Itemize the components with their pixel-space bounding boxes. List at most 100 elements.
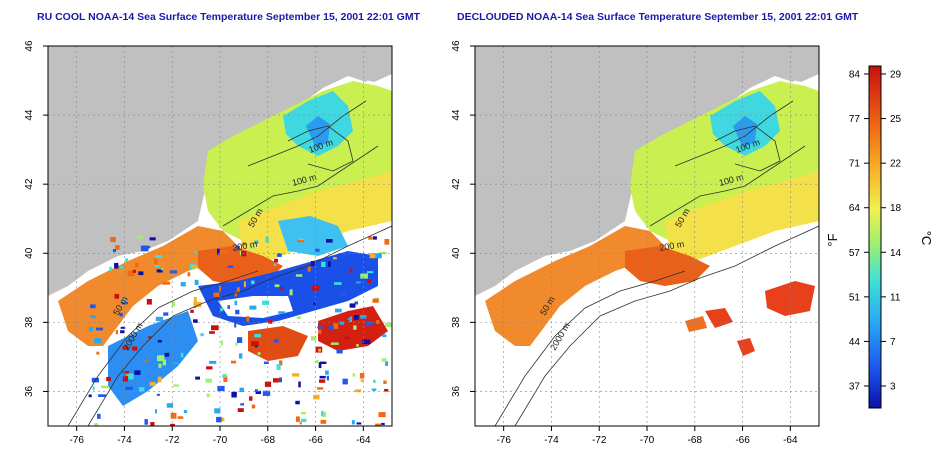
sst-coldest-gulf — [306, 116, 330, 148]
cloud-speckle — [200, 333, 204, 337]
cloud-speckle — [166, 403, 174, 408]
cloud-speckle — [384, 389, 389, 392]
cloud-speckle — [246, 316, 250, 322]
colorbar-f-label: 57 — [849, 248, 861, 259]
cloud-speckle — [234, 300, 238, 306]
sst-cloud-patch — [108, 311, 198, 406]
sst-warm-eddy — [765, 281, 815, 316]
cloud-speckle — [371, 388, 377, 391]
cloud-speckle — [235, 309, 240, 315]
cloud-speckle — [193, 301, 202, 308]
bathymetry-contour — [67, 270, 259, 426]
cloud-speckle — [137, 236, 144, 239]
cloud-speckle — [134, 262, 139, 268]
cloud-speckle — [298, 381, 301, 388]
x-tick-label: -72 — [165, 435, 180, 446]
cloud-speckle — [268, 319, 273, 324]
cloud-speckle — [384, 239, 390, 245]
cloud-speckle — [209, 360, 217, 364]
cloud-speckle — [138, 271, 144, 276]
cloud-speckle — [223, 376, 228, 383]
x-tick-label: -70 — [213, 435, 228, 446]
x-tick-label: -68 — [688, 435, 703, 446]
y-tick-label: 36 — [451, 385, 462, 397]
cloud-speckle — [149, 237, 156, 241]
cloud-speckle — [191, 265, 198, 269]
cloud-speckle — [112, 249, 116, 253]
cloud-speckle — [274, 284, 280, 288]
cloud-speckle — [169, 270, 177, 274]
bathymetry-contour — [287, 125, 354, 172]
cloud-speckle — [279, 377, 282, 383]
x-tick-label: -64 — [356, 435, 371, 446]
cloud-speckle — [296, 316, 301, 319]
cloud-speckle — [160, 267, 164, 271]
x-tick-label: -66 — [735, 435, 750, 446]
cloud-speckle — [360, 379, 364, 383]
cloud-speckle — [171, 301, 176, 307]
x-tick-label: -76 — [496, 435, 511, 446]
colorbar-c-label: 29 — [890, 70, 902, 81]
colorbar-f-label: 51 — [849, 292, 861, 303]
cloud-speckle — [90, 304, 96, 309]
cloud-speckle — [96, 327, 103, 331]
cloud-speckle — [339, 321, 345, 325]
cloud-speckle — [219, 285, 222, 292]
sst-cloud-cyan — [278, 216, 348, 256]
bathymetry-contour — [714, 125, 781, 172]
sst-warm-core — [318, 306, 388, 351]
cloud-speckle — [317, 387, 324, 390]
cloud-speckle — [88, 327, 94, 332]
cloud-speckle — [157, 339, 162, 343]
cloud-speckle — [291, 373, 300, 377]
cloud-speckle — [333, 257, 337, 260]
cloud-speckle — [249, 305, 257, 310]
cloud-speckle — [356, 422, 362, 425]
cloud-speckle — [299, 422, 302, 425]
cloud-speckle — [156, 393, 160, 396]
cloud-speckle — [146, 299, 152, 305]
cloud-speckle — [127, 270, 135, 277]
x-tick-label: -76 — [69, 435, 84, 446]
left-map-title: RU COOL NOAA-14 Sea Surface Temperature … — [37, 11, 421, 23]
cloud-speckle — [372, 298, 379, 303]
cloud-speckle — [180, 352, 184, 358]
colorbar-f-label: 77 — [849, 114, 861, 125]
cloud-speckle — [157, 355, 165, 362]
cloud-speckle — [251, 280, 255, 285]
y-tick-label: 46 — [451, 40, 462, 52]
contour-label: 200 m — [232, 239, 258, 253]
cloud-speckle — [132, 346, 138, 351]
cloud-speckle — [222, 374, 227, 378]
sst-warm-filament — [705, 308, 733, 328]
x-tick-label: -66 — [308, 435, 323, 446]
cloud-speckle — [195, 376, 200, 380]
y-tick-label: 44 — [24, 109, 35, 121]
cloud-speckle — [148, 336, 152, 339]
cloud-speckle — [351, 420, 355, 425]
sst-shelf-break — [238, 171, 392, 261]
colorbar-f-label: 71 — [849, 159, 861, 170]
cloud-speckle — [382, 334, 387, 338]
colorbar-c-label: 22 — [890, 159, 902, 170]
cloud-speckle — [154, 258, 158, 265]
x-tick-label: -74 — [117, 435, 132, 446]
cloud-speckle — [241, 250, 247, 257]
cloud-speckle — [262, 300, 270, 305]
cloud-speckle — [119, 312, 123, 317]
cloud-speckle — [318, 348, 321, 352]
cloud-speckle — [276, 364, 281, 370]
cloud-speckle — [156, 269, 163, 273]
cloud-speckle — [162, 281, 171, 285]
land-coastline — [475, 46, 819, 296]
colorbar-c-label: 3 — [890, 382, 896, 393]
cloud-speckle — [205, 378, 213, 383]
map-frame — [474, 45, 820, 427]
cloud-speckle — [320, 361, 327, 364]
bathymetry-contour — [247, 100, 367, 167]
cloud-speckle — [328, 261, 331, 267]
cloud-speckle — [313, 302, 316, 306]
cloud-speckle — [214, 408, 221, 414]
cloud-speckle — [344, 336, 350, 340]
y-tick-label: 46 — [24, 40, 35, 52]
